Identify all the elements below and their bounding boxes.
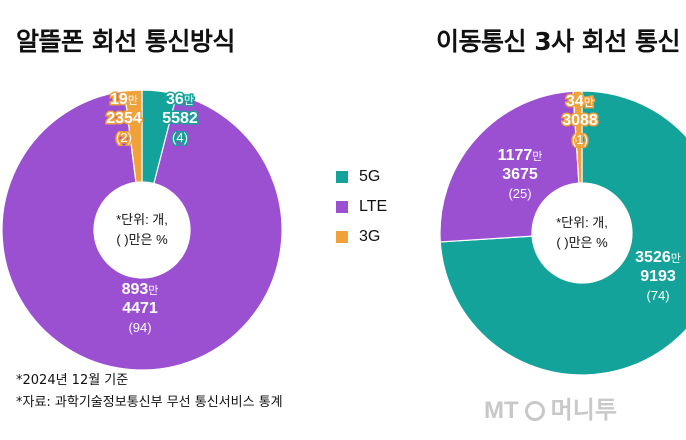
chart-title-mvno: 알뜰폰 회선 통신방식 bbox=[16, 27, 235, 56]
legend-swatch-3g bbox=[336, 231, 348, 243]
donut-chart-big3: *단위: 개, ( )만은 % 3526만 9193 (74) 1177만 3675 (25)… bbox=[439, 90, 686, 376]
legend-item-3g: 3G bbox=[336, 222, 387, 252]
watermark-prefix: MT bbox=[484, 397, 519, 424]
legend: 5G LTE 3G bbox=[336, 162, 387, 252]
label-rest-big3-3g: 3088 bbox=[562, 112, 598, 129]
label-pct-big3-3g: (1) bbox=[572, 132, 588, 147]
legend-item-lte: LTE bbox=[336, 192, 387, 222]
label-man-big3-5g: 3526만 bbox=[635, 249, 681, 266]
label-pct-mvno-lte: (94) bbox=[128, 320, 151, 335]
label-pct-big3-5g: (74) bbox=[646, 288, 669, 303]
legend-swatch-lte bbox=[336, 201, 348, 213]
legend-label-lte: LTE bbox=[359, 198, 388, 215]
label-man-big3-3g: 34만 bbox=[566, 93, 594, 110]
label-man-mvno-5g: 36만 bbox=[166, 91, 194, 108]
slice-big3-3g bbox=[572, 90, 583, 184]
legend-swatch-5g bbox=[336, 171, 348, 183]
center-pct-note-big3: ( )만은 % bbox=[556, 235, 608, 250]
slice-big3-5g bbox=[439, 90, 686, 376]
slice-mvno-3g bbox=[123, 89, 143, 184]
legend-item-5g: 5G bbox=[336, 162, 387, 192]
label-rest-mvno-3g: 2354 bbox=[106, 110, 142, 127]
footnote-source: *자료: 과학기술정보통신부 무선 통신서비스 통계 bbox=[16, 395, 283, 410]
label-man-big3-lte: 1177만 bbox=[498, 147, 543, 164]
watermark-name: 머니투 bbox=[550, 397, 617, 424]
label-rest-mvno-5g: 5582 bbox=[162, 110, 198, 127]
watermark-ring-icon bbox=[524, 401, 545, 421]
label-rest-big3-lte: 3675 bbox=[502, 166, 538, 183]
label-pct-mvno-5g: (4) bbox=[172, 130, 188, 145]
label-man-mvno-lte: 893만 bbox=[122, 281, 159, 298]
slice-big3-lte bbox=[439, 90, 580, 243]
center-unit-big3: *단위: 개, bbox=[556, 215, 608, 230]
legend-label-3g: 3G bbox=[359, 228, 381, 245]
label-man-mvno-3g: 19만 bbox=[110, 91, 138, 108]
chart-title-big3: 이동통신 3사 회선 통신 bbox=[436, 27, 681, 56]
label-pct-big3-lte: (25) bbox=[508, 186, 531, 201]
label-pct-mvno-3g: (2) bbox=[116, 130, 132, 145]
legend-label-5g: 5G bbox=[359, 168, 381, 185]
watermark-logo: MT 머니투 bbox=[484, 390, 617, 425]
label-rest-mvno-lte: 4471 bbox=[122, 300, 158, 317]
slice-mvno-lte bbox=[1, 90, 283, 371]
center-pct-note-mvno: ( )만은 % bbox=[116, 232, 168, 247]
footnote-date: *2024년 12월 기준 bbox=[16, 373, 129, 388]
center-unit-mvno: *단위: 개, bbox=[116, 212, 168, 227]
donut-chart-mvno: *단위: 개, ( )만은 % 36만 5582 (4) 893만 4471 (94) 19만 2… bbox=[1, 89, 283, 371]
label-rest-big3-5g: 9193 bbox=[640, 268, 676, 285]
